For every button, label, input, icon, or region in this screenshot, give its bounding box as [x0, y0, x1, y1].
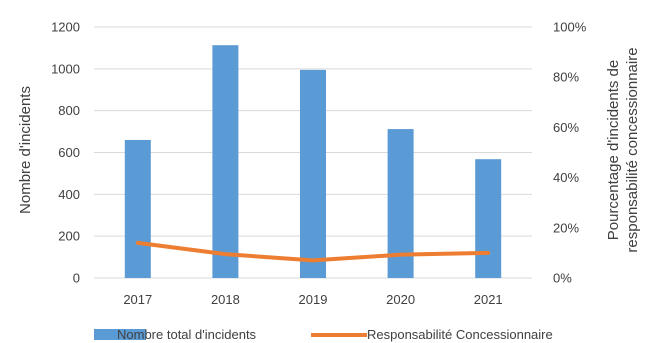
- line-point-2020: [400, 254, 402, 256]
- legend-line-label: Responsabilité Concessionnaire: [367, 327, 553, 342]
- bar-2018: [212, 45, 239, 279]
- right-tick-label: 60%: [553, 120, 579, 135]
- x-tick-label: 2018: [211, 292, 240, 307]
- left-tick-label: 600: [58, 145, 80, 160]
- right-axis-title-line1: Pourcentage d'incidents de: [605, 60, 622, 241]
- left-tick-label: 400: [58, 187, 80, 202]
- legend-bar-swatch: [94, 329, 146, 340]
- right-tick-label: 0%: [553, 271, 572, 286]
- bar-2019: [300, 69, 326, 278]
- line-point-2021: [487, 252, 489, 254]
- right-tick-label: 80%: [553, 70, 579, 85]
- left-axis-ticks: 0 200 400 600 800 1000 1200: [51, 20, 80, 286]
- line-point-2017: [137, 242, 139, 244]
- left-axis-title: Nombre d'incidents: [17, 86, 34, 214]
- line-point-2018: [224, 253, 226, 255]
- x-tick-label: 2017: [123, 292, 152, 307]
- right-tick-label: 40%: [553, 170, 579, 185]
- left-tick-label: 1000: [51, 61, 80, 76]
- left-tick-label: 1200: [51, 20, 80, 35]
- left-tick-label: 200: [58, 229, 80, 244]
- legend-bar-label: Nombre total d'incidents: [117, 327, 257, 342]
- right-axis-ticks: 0% 20% 40% 60% 80% 100%: [553, 20, 587, 286]
- left-tick-label: 0: [73, 271, 80, 286]
- right-tick-label: 100%: [553, 20, 587, 35]
- bar-2021: [475, 159, 502, 278]
- right-tick-label: 20%: [553, 220, 579, 235]
- x-tick-label: 2019: [299, 292, 328, 307]
- x-tick-label: 2021: [474, 292, 503, 307]
- left-tick-label: 800: [58, 103, 80, 118]
- x-axis-ticks: 2017 2018 2019 2020 2021: [123, 292, 502, 307]
- line-point-2019: [312, 259, 314, 261]
- right-axis-title-line2: responsabilité concessionnaire: [624, 47, 641, 252]
- x-tick-label: 2020: [386, 292, 415, 307]
- bar-2017: [124, 139, 151, 278]
- legend: Nombre total d'incidents Responsabilité …: [94, 327, 553, 342]
- line-series: [135, 240, 491, 263]
- bar-series: [124, 45, 502, 279]
